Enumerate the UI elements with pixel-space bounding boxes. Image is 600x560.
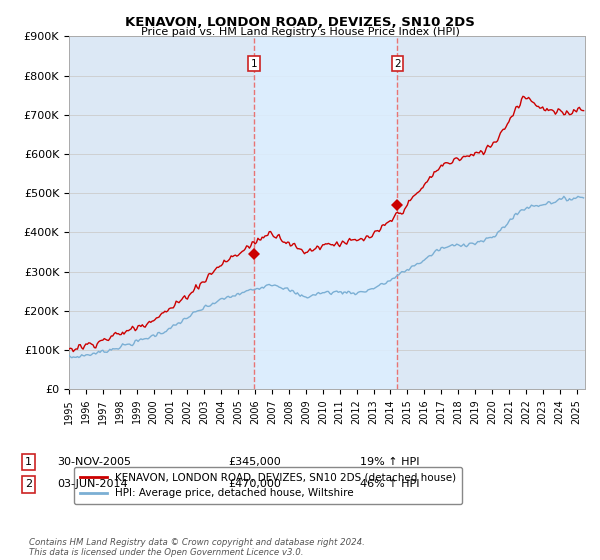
Text: KENAVON, LONDON ROAD, DEVIZES, SN10 2DS: KENAVON, LONDON ROAD, DEVIZES, SN10 2DS (125, 16, 475, 29)
Text: 2: 2 (394, 59, 401, 69)
Text: £345,000: £345,000 (228, 457, 281, 467)
Text: 2: 2 (25, 479, 32, 489)
Bar (254, 36, 397, 389)
Text: 46% ↑ HPI: 46% ↑ HPI (360, 479, 419, 489)
Text: £470,000: £470,000 (228, 479, 281, 489)
Text: Contains HM Land Registry data © Crown copyright and database right 2024.
This d: Contains HM Land Registry data © Crown c… (29, 538, 365, 557)
Text: 1: 1 (250, 59, 257, 69)
Text: 03-JUN-2014: 03-JUN-2014 (57, 479, 128, 489)
Text: 19% ↑ HPI: 19% ↑ HPI (360, 457, 419, 467)
Legend: KENAVON, LONDON ROAD, DEVIZES, SN10 2DS (detached house), HPI: Average price, de: KENAVON, LONDON ROAD, DEVIZES, SN10 2DS … (74, 466, 462, 505)
Text: 1: 1 (25, 457, 32, 467)
Text: Price paid vs. HM Land Registry's House Price Index (HPI): Price paid vs. HM Land Registry's House … (140, 27, 460, 37)
Text: 30-NOV-2005: 30-NOV-2005 (57, 457, 131, 467)
